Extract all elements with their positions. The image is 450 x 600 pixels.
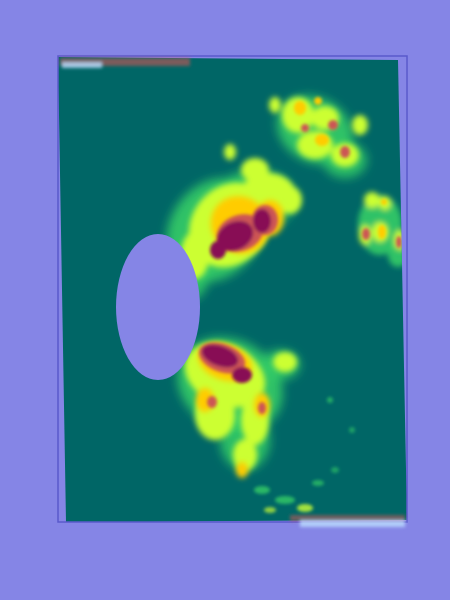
occluder-oval xyxy=(116,234,200,380)
bottom-scatter xyxy=(254,397,355,513)
upper-right-cluster xyxy=(224,95,368,178)
top-edge-artifact xyxy=(60,58,190,68)
upper-wing-band xyxy=(166,158,302,300)
field-background xyxy=(58,57,407,522)
frame-outline xyxy=(57,55,408,523)
bottom-edge-artifact xyxy=(290,515,405,527)
lower-wing-band xyxy=(177,337,300,478)
